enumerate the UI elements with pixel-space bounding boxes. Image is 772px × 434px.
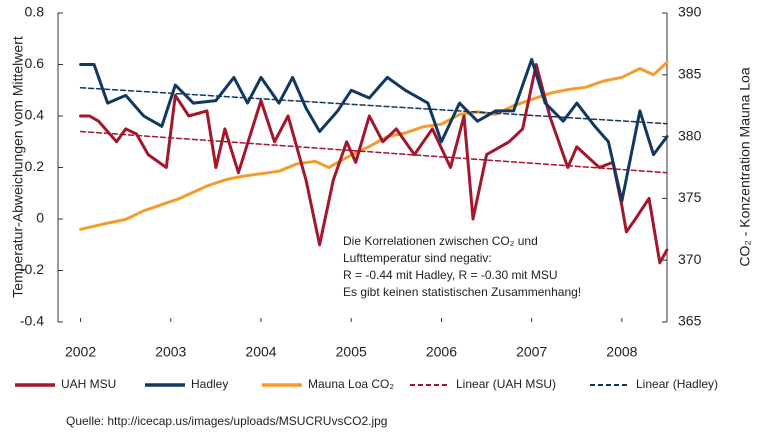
x-tick-label: 2004 [245, 344, 276, 360]
y-axis-label: Temperatur-Abweichungen vom Mittelwert [10, 36, 26, 298]
trend-line [79, 86, 668, 125]
y-tick-label: 0.6 [25, 55, 45, 71]
y2-tick-label: 365 [678, 313, 702, 329]
legend-label: Mauna Loa CO₂ [308, 377, 394, 391]
annotation: Lufttemperatur sind negativ: [343, 251, 492, 265]
x-tick-label: 2007 [516, 344, 547, 360]
y-tick-label: -0.2 [20, 261, 44, 277]
series-line [79, 63, 669, 265]
x-tick-label: 2008 [606, 344, 637, 360]
legend-label: Linear (Hadley) [636, 377, 718, 391]
annotation: Es gibt keinen statistischen Zusammenhan… [343, 285, 581, 299]
y-tick-label: 0 [36, 210, 44, 226]
x-tick-label: 2006 [426, 344, 457, 360]
annotation: R = -0.44 mit Hadley, R = -0.30 mit MSU [343, 268, 558, 282]
series-line [79, 57, 669, 203]
y2-tick-label: 375 [678, 189, 702, 205]
y-tick-label: 0.4 [25, 107, 45, 123]
x-tick-label: 2002 [65, 344, 96, 360]
x-tick-label: 2005 [336, 344, 367, 360]
y2-tick-label: 370 [678, 251, 702, 267]
y2-axis-label: CO₂ - Konzentration Mauna Loa [737, 67, 753, 266]
legend-label: Linear (UAH MSU) [456, 377, 556, 391]
legend-label: UAH MSU [61, 377, 116, 391]
y2-tick-label: 380 [678, 127, 702, 143]
x-tick-label: 2003 [155, 344, 186, 360]
y2-tick-label: 385 [678, 66, 702, 82]
y-tick-label: 0.8 [25, 4, 45, 20]
y2-tick-label: 390 [678, 4, 702, 20]
y-tick-label: -0.4 [20, 313, 44, 329]
y-tick-label: 0.2 [25, 158, 45, 174]
annotation: Die Korrelationen zwischen CO₂ und [343, 234, 538, 248]
legend-label: Hadley [191, 377, 228, 391]
source: Quelle: http://icecap.us/images/uploads/… [66, 414, 387, 428]
